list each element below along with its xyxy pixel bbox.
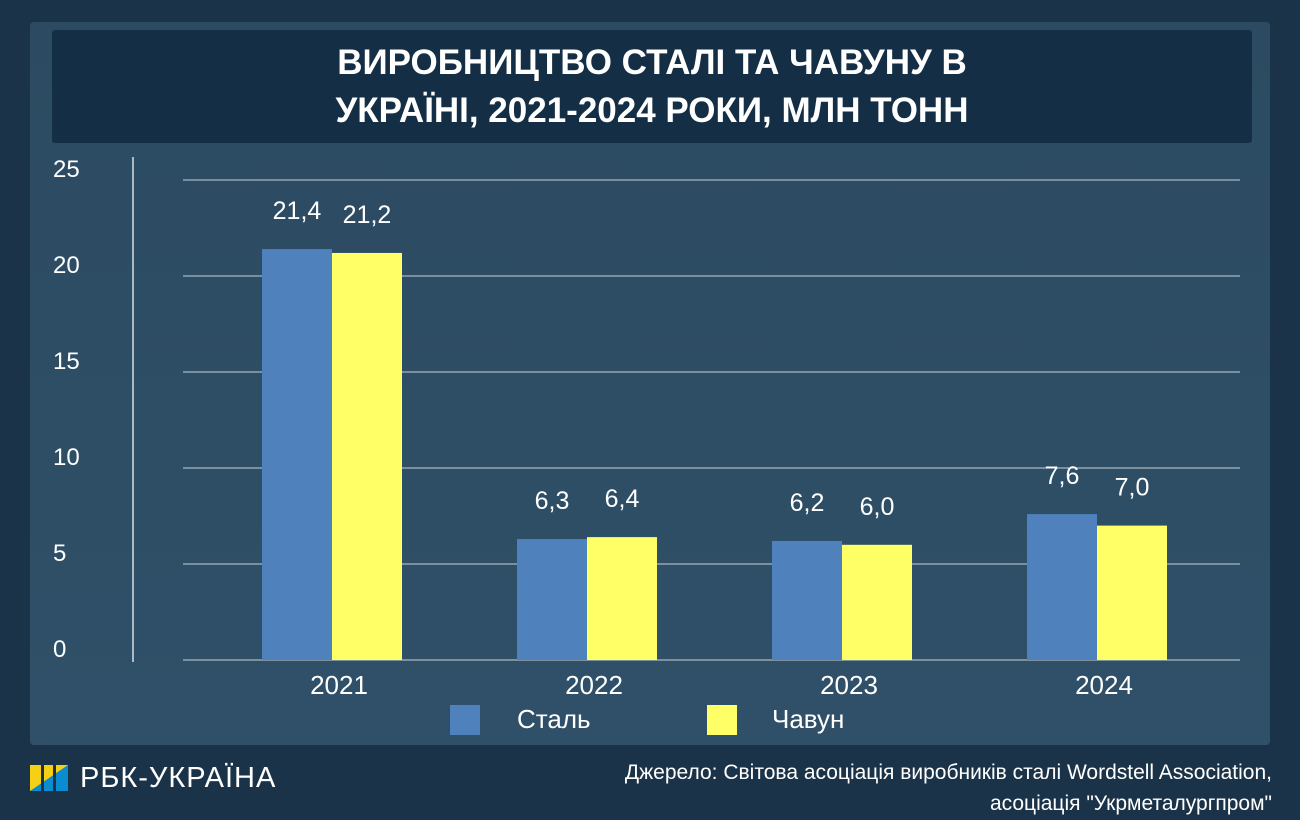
y-tick-label: 20	[53, 252, 80, 279]
bar-pig-iron	[842, 544, 912, 660]
bar-steel	[1027, 514, 1097, 660]
logo-text: РБК-УКРАЇНА	[80, 762, 277, 794]
y-tick-label: 25	[53, 156, 80, 183]
bar-pig-iron	[1097, 525, 1167, 660]
legend: Сталь Чавун	[450, 704, 844, 735]
legend-swatch-steel	[450, 704, 480, 735]
legend-label-pig-iron: Чавун	[772, 704, 845, 734]
data-label: 6,2	[790, 489, 825, 517]
data-label: 7,0	[1115, 474, 1150, 502]
y-tick-label: 0	[53, 636, 66, 663]
data-label: 6,4	[605, 485, 640, 513]
data-label: 21,4	[273, 197, 322, 225]
x-tick-label: 2024	[1075, 670, 1133, 700]
bar-pig-iron	[332, 252, 402, 660]
title-box: ВИРОБНИЦТВО СТАЛІ ТА ЧАВУНУ В УКРАЇНІ, 2…	[52, 30, 1252, 143]
x-tick-label: 2022	[565, 670, 623, 700]
data-label: 6,3	[535, 487, 570, 515]
y-tick-label: 15	[53, 348, 80, 375]
data-label: 7,6	[1045, 462, 1080, 490]
source-line-1: Джерело: Світова асоціація виробників ст…	[624, 761, 1272, 784]
chart-title: ВИРОБНИЦТВО СТАЛІ ТА ЧАВУНУ В УКРАЇНІ, 2…	[335, 42, 969, 130]
y-tick-label: 5	[53, 540, 66, 567]
bar-steel	[262, 249, 332, 660]
legend-label-steel: Сталь	[517, 704, 591, 734]
logo: РБК-УКРАЇНА	[28, 762, 276, 795]
bar-pig-iron	[587, 537, 657, 660]
source-note: Джерело: Світова асоціація виробників ст…	[625, 757, 1272, 819]
source-line-2: асоціація "Укрметалургпром"	[989, 792, 1272, 815]
bar-steel	[772, 540, 842, 660]
rbc-logo-icon	[30, 764, 68, 791]
x-tick-label: 2021	[310, 670, 368, 700]
data-label: 21,2	[343, 201, 392, 229]
y-tick-label: 10	[53, 444, 80, 471]
legend-swatch-pig-iron	[707, 704, 737, 735]
x-tick-label: 2023	[820, 670, 878, 700]
bar-steel	[517, 539, 587, 660]
data-label: 6,0	[860, 493, 895, 521]
